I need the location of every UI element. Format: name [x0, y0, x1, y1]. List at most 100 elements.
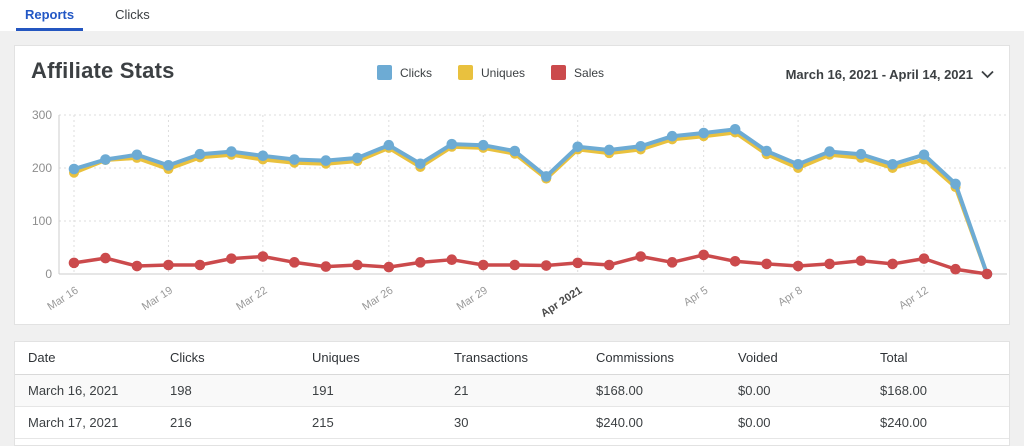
x-axis-tick: Mar 19	[140, 284, 175, 313]
table-cell: $168.00	[583, 374, 725, 407]
data-point-clicks	[824, 146, 835, 157]
table-cell: 30	[441, 406, 583, 439]
data-point-sales	[446, 254, 458, 265]
affiliate-stats-chart: 0 100 200 300 Mar 16 Mar 19 Mar 22 Mar 26 Mar 29…	[15, 103, 1011, 323]
y-axis-tick: 100	[32, 214, 52, 228]
data-point-clicks	[855, 148, 867, 160]
data-point-sales	[887, 258, 898, 270]
data-point-sales	[981, 268, 993, 280]
data-point-clicks	[415, 158, 426, 170]
data-point-sales	[855, 255, 867, 267]
data-point-clicks	[635, 140, 646, 152]
data-point-sales	[68, 257, 80, 269]
x-axis-tick: Apr 12	[897, 284, 931, 312]
legend-swatch-sales	[551, 65, 567, 80]
legend-swatch-clicks	[377, 65, 392, 80]
data-point-sales	[320, 261, 332, 272]
data-point-clicks	[540, 171, 552, 182]
x-axis-tick: Apr 8	[776, 284, 805, 308]
x-axis-tick: Mar 22	[234, 284, 269, 313]
table-cell: 191	[299, 374, 441, 407]
series-uniques	[69, 127, 992, 279]
data-point-clicks	[383, 139, 395, 151]
x-axis-tick: Apr 5	[682, 284, 711, 308]
date-range-label: March 16, 2021 - April 14, 2021	[785, 67, 973, 82]
data-point-clicks	[792, 158, 804, 170]
tab-clicks[interactable]: Clicks	[115, 6, 150, 22]
data-point-clicks	[131, 149, 143, 161]
data-point-sales	[918, 253, 930, 264]
table-cell: March 17, 2021	[15, 406, 157, 439]
data-point-sales	[194, 259, 206, 271]
column-header-commissions: Commissions	[583, 342, 725, 375]
table-cell: $0.00	[725, 374, 867, 407]
data-point-clicks	[320, 155, 332, 166]
data-point-clicks	[477, 139, 489, 151]
data-point-sales	[572, 257, 584, 269]
data-point-sales	[226, 253, 237, 264]
legend-swatch-uniques	[458, 65, 473, 80]
data-point-clicks	[950, 178, 961, 190]
data-point-clicks	[352, 152, 363, 164]
data-point-sales	[761, 258, 772, 270]
data-point-clicks	[761, 145, 772, 157]
data-point-clicks	[918, 149, 930, 161]
data-point-sales	[289, 257, 300, 268]
table-cell: $240.00	[867, 406, 1009, 439]
data-point-sales	[415, 257, 426, 268]
line-chart-svg: 0 100 200 300 Mar 16 Mar 19 Mar 22 Mar 26 Mar 29…	[32, 108, 1007, 320]
data-point-sales	[131, 260, 143, 272]
column-header-uniques: Uniques	[299, 342, 441, 375]
table-row: March 16, 2021 198 191 21 $168.00 $0.00 $168.0…	[15, 374, 1009, 407]
column-header-voided: Voided	[725, 342, 867, 375]
table-cell: 21	[441, 374, 583, 407]
column-header-clicks: Clicks	[157, 342, 299, 375]
tab-reports[interactable]: Reports	[16, 0, 84, 31]
table-header-row: Date Clicks Uniques Transactions Commissions…	[15, 342, 1009, 375]
data-point-sales	[635, 251, 646, 262]
data-point-sales	[477, 259, 489, 271]
series-sales	[68, 249, 993, 280]
data-point-sales	[100, 252, 111, 264]
x-axis-tick: Mar 29	[455, 284, 490, 313]
table-cell: $240.00	[583, 406, 725, 439]
data-point-sales	[729, 255, 741, 267]
chart-grid: 0 100 200 300 Mar 16 Mar 19 Mar 22 Mar 26 Mar 29…	[32, 108, 1007, 320]
data-point-clicks	[603, 144, 615, 156]
table-cell: 198	[157, 374, 299, 407]
y-axis-tick: 200	[32, 161, 52, 175]
data-point-clicks	[509, 145, 521, 157]
data-point-sales	[824, 258, 835, 270]
series-clicks	[68, 124, 993, 280]
data-point-sales	[163, 259, 174, 271]
table-cell: 215	[299, 406, 441, 439]
chart-legend: Clicks Uniques Sales	[377, 65, 604, 80]
data-point-sales	[698, 249, 709, 261]
data-point-clicks	[100, 154, 111, 165]
data-point-sales	[383, 261, 395, 273]
affiliate-stats-card: Affiliate Stats Clicks Uniques Sales March…	[14, 45, 1010, 325]
legend-item-uniques: Uniques	[458, 65, 525, 80]
table-cell: 216	[157, 406, 299, 439]
table-cell: $168.00	[867, 374, 1009, 407]
data-point-clicks	[666, 130, 678, 142]
data-point-clicks	[729, 124, 741, 135]
data-point-clicks	[698, 127, 709, 139]
page-title: Affiliate Stats	[31, 58, 175, 83]
data-point-clicks	[226, 146, 237, 157]
tab-bar: Reports Clicks	[0, 0, 1024, 31]
stats-table-card: Date Clicks Uniques Transactions Commissions…	[14, 341, 1010, 446]
column-header-total: Total	[867, 342, 1009, 375]
legend-item-clicks: Clicks	[377, 65, 432, 80]
column-header-date: Date	[15, 342, 157, 375]
legend-label-clicks: Clicks	[400, 65, 432, 80]
date-range-dropdown[interactable]: March 16, 2021 - April 14, 2021	[786, 67, 994, 82]
data-point-sales	[950, 263, 961, 275]
y-axis-tick: 300	[32, 108, 52, 122]
data-point-sales	[603, 259, 615, 271]
data-point-sales	[257, 251, 269, 262]
table-row: March 17, 2021 216 215 30 $240.00 $0.00 $240.0…	[15, 406, 1009, 439]
data-point-clicks	[194, 148, 206, 160]
x-axis-tick: Apr 2021	[539, 284, 585, 319]
data-point-sales	[509, 259, 521, 271]
